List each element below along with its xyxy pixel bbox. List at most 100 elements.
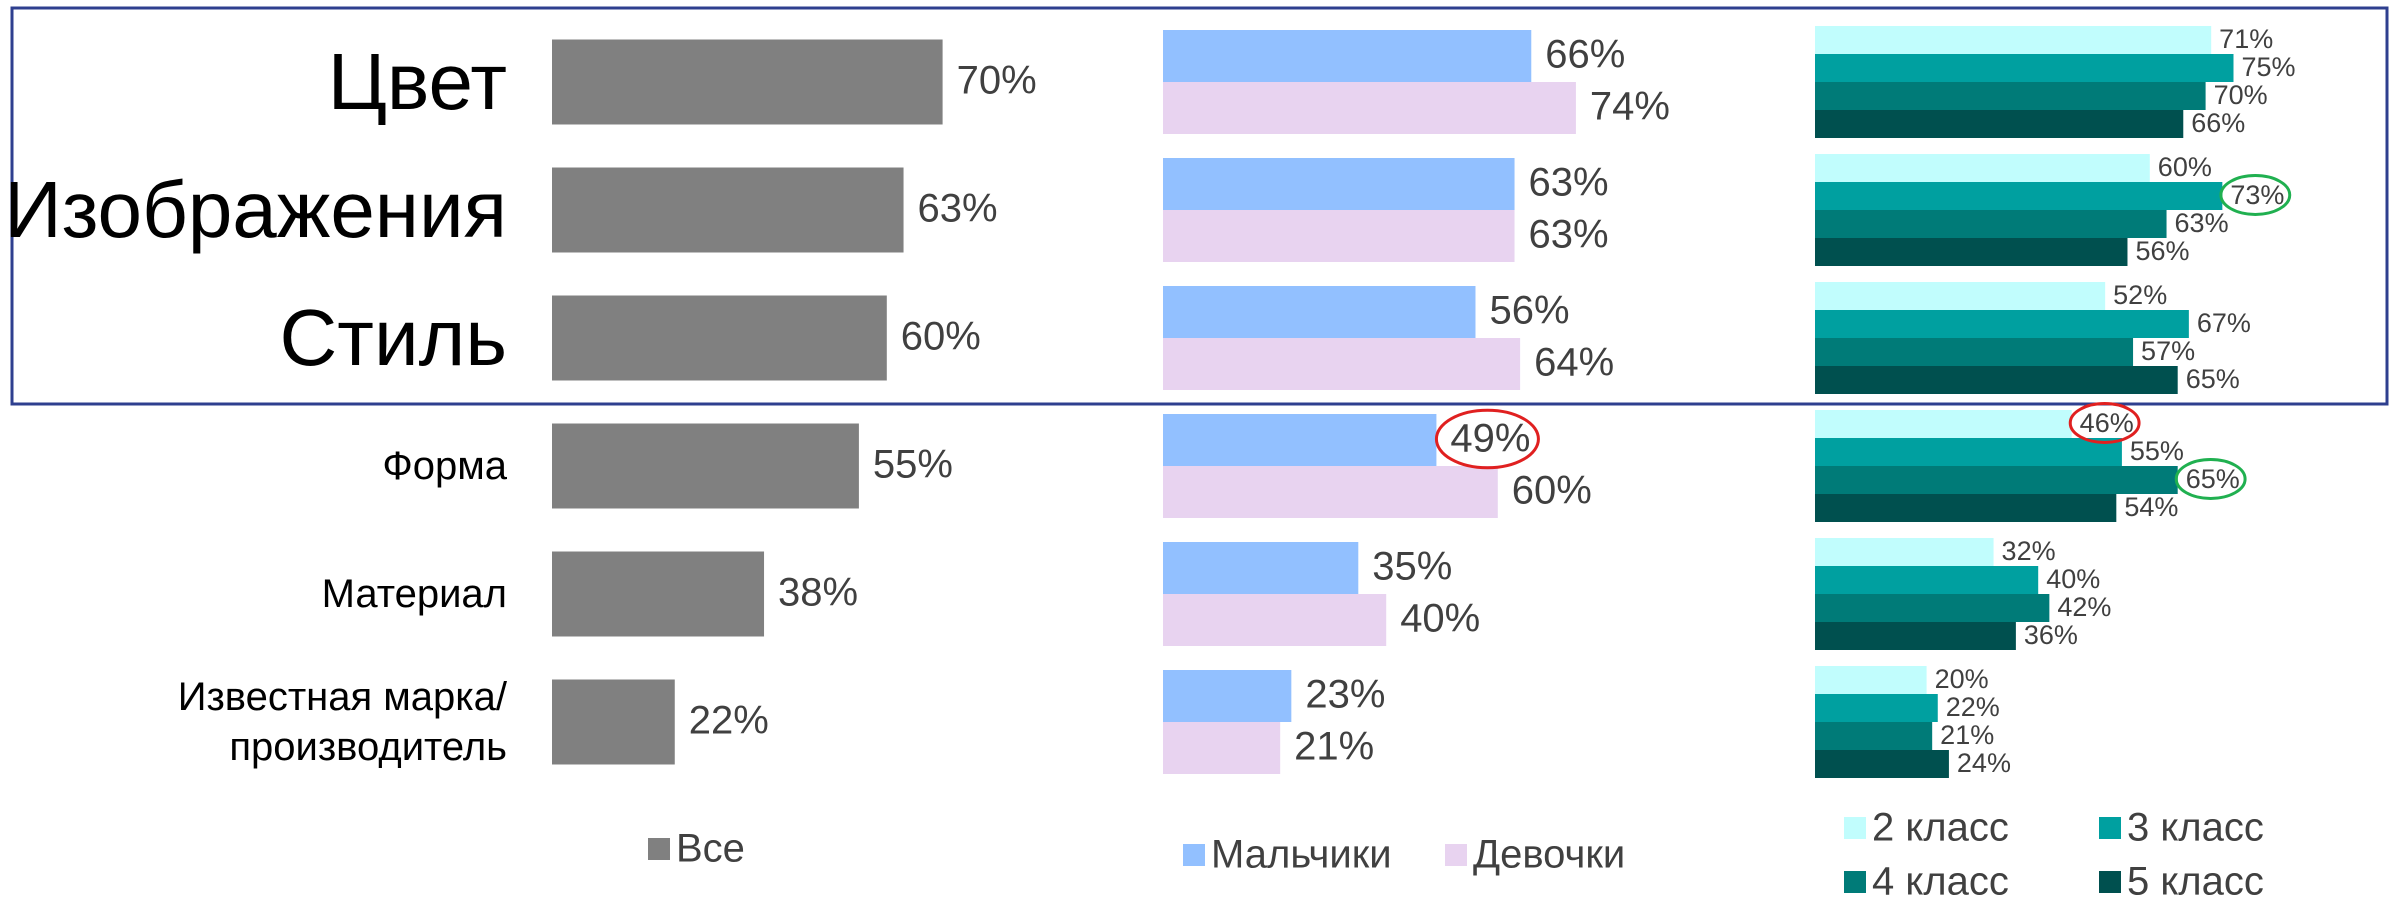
bar [552,167,904,253]
value-label: 54% [2124,492,2178,522]
bar [1163,722,1281,774]
legend-swatch [1844,817,1866,839]
value-label: 56% [1489,289,1569,333]
value-label: 65% [2186,464,2240,494]
bar [1815,238,2128,266]
bar [552,295,887,381]
value-label: 40% [2046,564,2100,594]
bar [1815,594,2050,622]
bar [1163,82,1576,134]
value-label: 74% [1590,85,1670,129]
bar [1163,466,1498,518]
bar [1163,286,1476,338]
legend-swatch [1445,844,1467,866]
category-label: Форма [382,444,507,488]
value-label: 63% [918,187,998,231]
bar [1815,182,2223,210]
bar [1815,282,2106,310]
bar [1163,338,1521,390]
value-label: 66% [1545,33,1625,77]
legend-swatch [1183,844,1205,866]
category-label: Материал [321,572,507,616]
bar [1815,722,1933,750]
value-label: 60% [901,315,981,359]
bar [1815,210,2167,238]
value-label: 40% [1400,597,1480,641]
category-label: Изображения [4,165,507,254]
bar [552,423,859,509]
bar [552,39,943,125]
bar [1163,542,1359,594]
category-label: Цвет [327,37,507,126]
bar [1815,310,2189,338]
value-label: 22% [689,699,769,743]
value-label: 20% [1935,664,1989,694]
bar [1815,110,2184,138]
legend-label: Девочки [1473,833,1625,877]
category-label: Известная марка/ производитель [177,675,507,769]
value-label: 64% [1534,341,1614,385]
annotation-ellipse [2219,174,2292,216]
bar [1815,366,2178,394]
value-label: 67% [2197,308,2251,338]
legend-label: 5 класс [2127,860,2264,899]
value-label: 66% [2191,108,2245,138]
value-label: 21% [1294,725,1374,769]
value-label: 71% [2219,24,2273,54]
bar [1815,494,2117,522]
value-label: 35% [1372,545,1452,589]
bar [1815,54,2234,82]
legend-swatch [648,838,670,860]
bar [1815,538,1994,566]
bar [1163,414,1437,466]
legend-swatch [1844,871,1866,893]
value-label: 65% [2186,364,2240,394]
value-label: 60% [2158,152,2212,182]
bar [1163,30,1532,82]
value-label: 36% [2024,620,2078,650]
value-label: 22% [1946,692,2000,722]
value-label: 57% [2141,336,2195,366]
bar [1163,670,1292,722]
value-label: 63% [1529,161,1609,205]
legend-swatch [2099,817,2121,839]
bar [552,679,675,765]
value-label: 60% [1512,469,1592,513]
value-label: 52% [2113,280,2167,310]
bar [552,551,765,637]
bar [1815,750,1949,778]
legend-label: 4 класс [1872,860,2009,899]
value-label: 38% [778,571,858,615]
legend-swatch [2099,871,2121,893]
value-label: 70% [2214,80,2268,110]
bar [1815,694,1938,722]
value-label: 70% [957,59,1037,103]
bar [1815,622,2016,650]
bar [1163,158,1515,210]
value-label: 46% [2080,408,2134,438]
value-label: 23% [1305,673,1385,717]
annotation-ellipse [2174,458,2247,500]
value-label: 32% [2002,536,2056,566]
value-label: 55% [2130,436,2184,466]
bar [1815,466,2178,494]
value-label: 56% [2135,236,2189,266]
annotation-ellipse [1434,408,1540,470]
legend-label: Все [676,827,745,871]
category-label: Стиль [279,293,507,382]
value-label: 63% [2175,208,2229,238]
value-label: 24% [1957,748,2011,778]
bar [1815,338,2134,366]
value-label: 63% [1529,213,1609,257]
legend-label: 3 класс [2127,806,2264,850]
value-label: 49% [1450,417,1530,461]
bar [1163,594,1387,646]
legend-label: 2 класс [1872,806,2009,850]
value-label: 21% [1940,720,1994,750]
legend-label: Мальчики [1211,833,1392,877]
highlight-box [10,6,2389,406]
bar [1815,438,2122,466]
value-label: 42% [2057,592,2111,622]
